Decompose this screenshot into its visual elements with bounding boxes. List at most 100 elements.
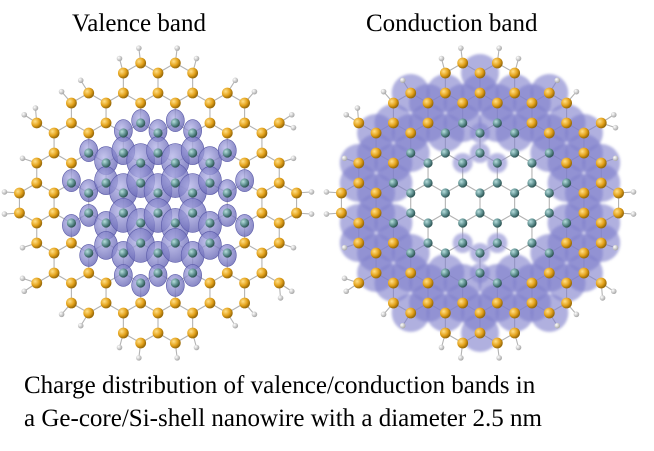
h-atom xyxy=(77,77,84,84)
si-atom xyxy=(152,87,164,99)
h-atom xyxy=(290,124,297,131)
si-atom xyxy=(509,327,521,339)
ge-atom xyxy=(406,248,416,258)
si-atom xyxy=(256,147,268,159)
h-atom xyxy=(343,111,350,118)
si-atom xyxy=(543,127,555,139)
si-atom xyxy=(387,277,399,289)
ge-atom xyxy=(510,188,520,198)
ge-atom xyxy=(170,238,180,248)
h-atom xyxy=(399,77,406,84)
si-atom xyxy=(31,117,43,129)
ge-atom xyxy=(222,148,232,158)
si-atom xyxy=(221,87,233,99)
ge-atom xyxy=(136,278,146,288)
si-atom xyxy=(65,157,77,169)
h-atom xyxy=(515,344,522,351)
ge-atom xyxy=(458,218,468,228)
ge-atom xyxy=(510,248,520,258)
conduction-band-title: Conduction band xyxy=(366,10,538,37)
si-atom xyxy=(370,147,382,159)
si-atom xyxy=(353,117,365,129)
ge-atom xyxy=(440,148,450,158)
si-atom xyxy=(561,97,573,109)
si-atom xyxy=(509,67,521,79)
ge-atom xyxy=(544,208,554,218)
h-atom xyxy=(612,244,619,251)
si-atom xyxy=(370,187,382,199)
ge-atom xyxy=(475,248,485,258)
h-atom xyxy=(288,111,295,118)
si-atom xyxy=(526,297,538,309)
h-atom xyxy=(193,344,200,351)
si-atom xyxy=(152,307,164,319)
ge-atom xyxy=(492,238,502,248)
si-atom xyxy=(204,117,216,129)
ge-atom xyxy=(136,118,146,128)
si-atom xyxy=(353,157,365,169)
si-atom xyxy=(353,217,365,229)
si-atom xyxy=(491,97,503,109)
si-atom xyxy=(595,117,607,129)
si-atom xyxy=(387,117,399,129)
h-atom xyxy=(554,77,561,84)
h-atom xyxy=(573,88,580,95)
si-atom xyxy=(14,207,25,219)
ge-atom xyxy=(562,178,572,188)
si-atom xyxy=(48,267,60,279)
ge-atom xyxy=(527,238,537,248)
si-atom xyxy=(239,157,251,169)
si-atom xyxy=(169,97,181,109)
h-atom xyxy=(21,288,28,295)
ge-atom xyxy=(66,218,76,228)
h-atom xyxy=(630,189,637,195)
si-atom xyxy=(578,207,590,219)
ge-atom xyxy=(205,158,215,168)
ge-atom xyxy=(475,188,485,198)
ge-atom xyxy=(118,148,128,158)
h-atom xyxy=(554,322,561,329)
si-atom xyxy=(370,247,382,259)
si-atom xyxy=(595,277,607,289)
si-atom xyxy=(135,337,147,349)
ge-atom xyxy=(492,218,502,228)
ge-atom xyxy=(118,248,128,258)
ge-atom xyxy=(205,238,215,248)
h-atom xyxy=(380,311,387,318)
si-atom xyxy=(48,147,60,159)
si-atom xyxy=(543,87,555,99)
ge-atom xyxy=(458,118,468,128)
si-atom xyxy=(65,97,77,109)
h-atom xyxy=(136,355,142,361)
si-atom xyxy=(387,157,399,169)
si-atom xyxy=(595,237,607,249)
si-atom xyxy=(31,157,43,169)
ge-atom xyxy=(188,188,198,198)
caption-line-1: Charge distribution of valence/conductio… xyxy=(24,372,536,399)
ge-atom xyxy=(170,278,180,288)
ge-atom xyxy=(222,208,232,218)
si-atom xyxy=(405,87,417,99)
ge-atom xyxy=(544,148,554,158)
si-atom xyxy=(457,57,469,69)
si-atom xyxy=(221,127,233,139)
ge-atom xyxy=(406,208,416,218)
ge-atom xyxy=(492,278,502,288)
si-atom xyxy=(239,277,251,289)
si-atom xyxy=(14,187,25,199)
si-atom xyxy=(439,67,451,79)
ge-atom xyxy=(222,248,232,258)
si-atom xyxy=(239,97,251,109)
ge-atom xyxy=(475,268,485,278)
si-atom xyxy=(422,277,434,289)
h-atom xyxy=(343,288,350,295)
ge-atom xyxy=(153,268,163,278)
si-atom xyxy=(578,247,590,259)
si-atom xyxy=(221,307,233,319)
si-atom xyxy=(578,187,590,199)
ge-atom xyxy=(562,218,572,228)
si-atom xyxy=(543,307,555,319)
ge-atom xyxy=(240,218,250,228)
ge-atom xyxy=(423,178,433,188)
ge-atom xyxy=(153,248,163,258)
